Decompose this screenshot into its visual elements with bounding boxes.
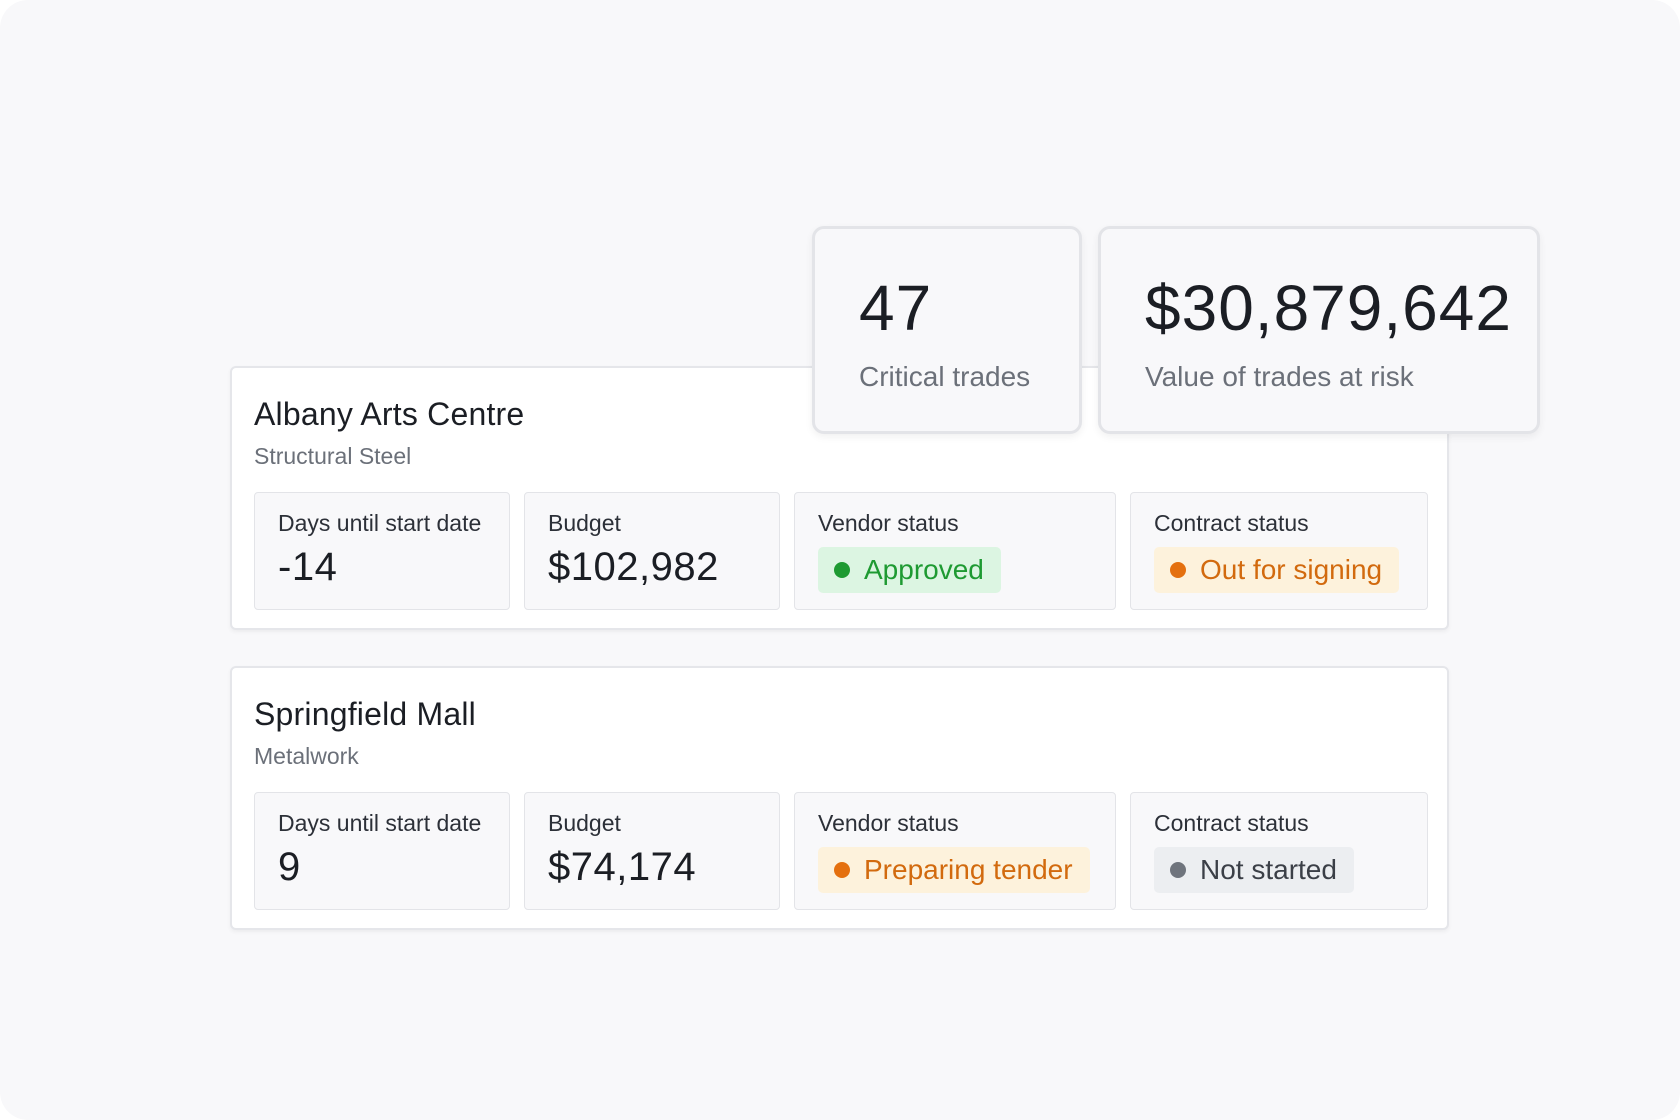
budget-label: Budget — [548, 810, 621, 836]
budget-label: Budget — [548, 510, 621, 536]
contract-status-field: Contract status Out for signing — [1130, 492, 1428, 610]
vendor-status-label: Vendor status — [818, 510, 959, 536]
status-dot-icon — [1170, 862, 1186, 878]
vendor-status-text: Approved — [864, 554, 984, 585]
project-trade: Metalwork — [254, 743, 359, 769]
budget-value: $102,982 — [548, 545, 719, 589]
vendor-status-badge: Approved — [818, 547, 1001, 593]
days-until-start-value: -14 — [278, 545, 338, 589]
days-until-start-field: Days until start date -14 — [254, 492, 510, 610]
days-until-start-value: 9 — [278, 845, 301, 889]
vendor-status-label: Vendor status — [818, 810, 959, 836]
budget-field: Budget $102,982 — [524, 492, 780, 610]
days-until-start-field: Days until start date 9 — [254, 792, 510, 910]
budget-value: $74,174 — [548, 845, 697, 889]
vendor-status-badge: Preparing tender — [818, 847, 1090, 893]
value-at-risk-stat-card[interactable]: $30,879,642 Value of trades at risk — [1098, 226, 1540, 434]
contract-status-text: Not started — [1200, 854, 1337, 885]
project-card-springfield-mall[interactable]: Springfield Mall Metalwork Days until st… — [230, 666, 1449, 930]
contract-status-label: Contract status — [1154, 510, 1309, 536]
vendor-status-text: Preparing tender — [864, 854, 1073, 885]
project-name: Albany Arts Centre — [254, 396, 525, 432]
critical-trades-stat-card[interactable]: 47 Critical trades — [812, 226, 1082, 434]
contract-status-badge: Out for signing — [1154, 547, 1400, 593]
contract-status-label: Contract status — [1154, 810, 1309, 836]
budget-field: Budget $74,174 — [524, 792, 780, 910]
vendor-status-field: Vendor status Preparing tender — [794, 792, 1116, 910]
status-dot-icon — [1170, 562, 1186, 578]
project-trade: Structural Steel — [254, 443, 412, 469]
critical-trades-label: Critical trades — [859, 361, 1031, 392]
days-until-start-label: Days until start date — [278, 810, 482, 836]
status-dot-icon — [834, 862, 850, 878]
contract-status-field: Contract status Not started — [1130, 792, 1428, 910]
critical-trades-count: 47 — [859, 272, 933, 344]
vendor-status-field: Vendor status Approved — [794, 492, 1116, 610]
contract-status-badge: Not started — [1154, 847, 1354, 893]
value-at-risk-amount: $30,879,642 — [1145, 272, 1512, 344]
status-dot-icon — [834, 562, 850, 578]
contract-status-text: Out for signing — [1200, 554, 1383, 585]
days-until-start-label: Days until start date — [278, 510, 482, 536]
project-name: Springfield Mall — [254, 696, 476, 732]
value-at-risk-label: Value of trades at risk — [1145, 361, 1414, 392]
